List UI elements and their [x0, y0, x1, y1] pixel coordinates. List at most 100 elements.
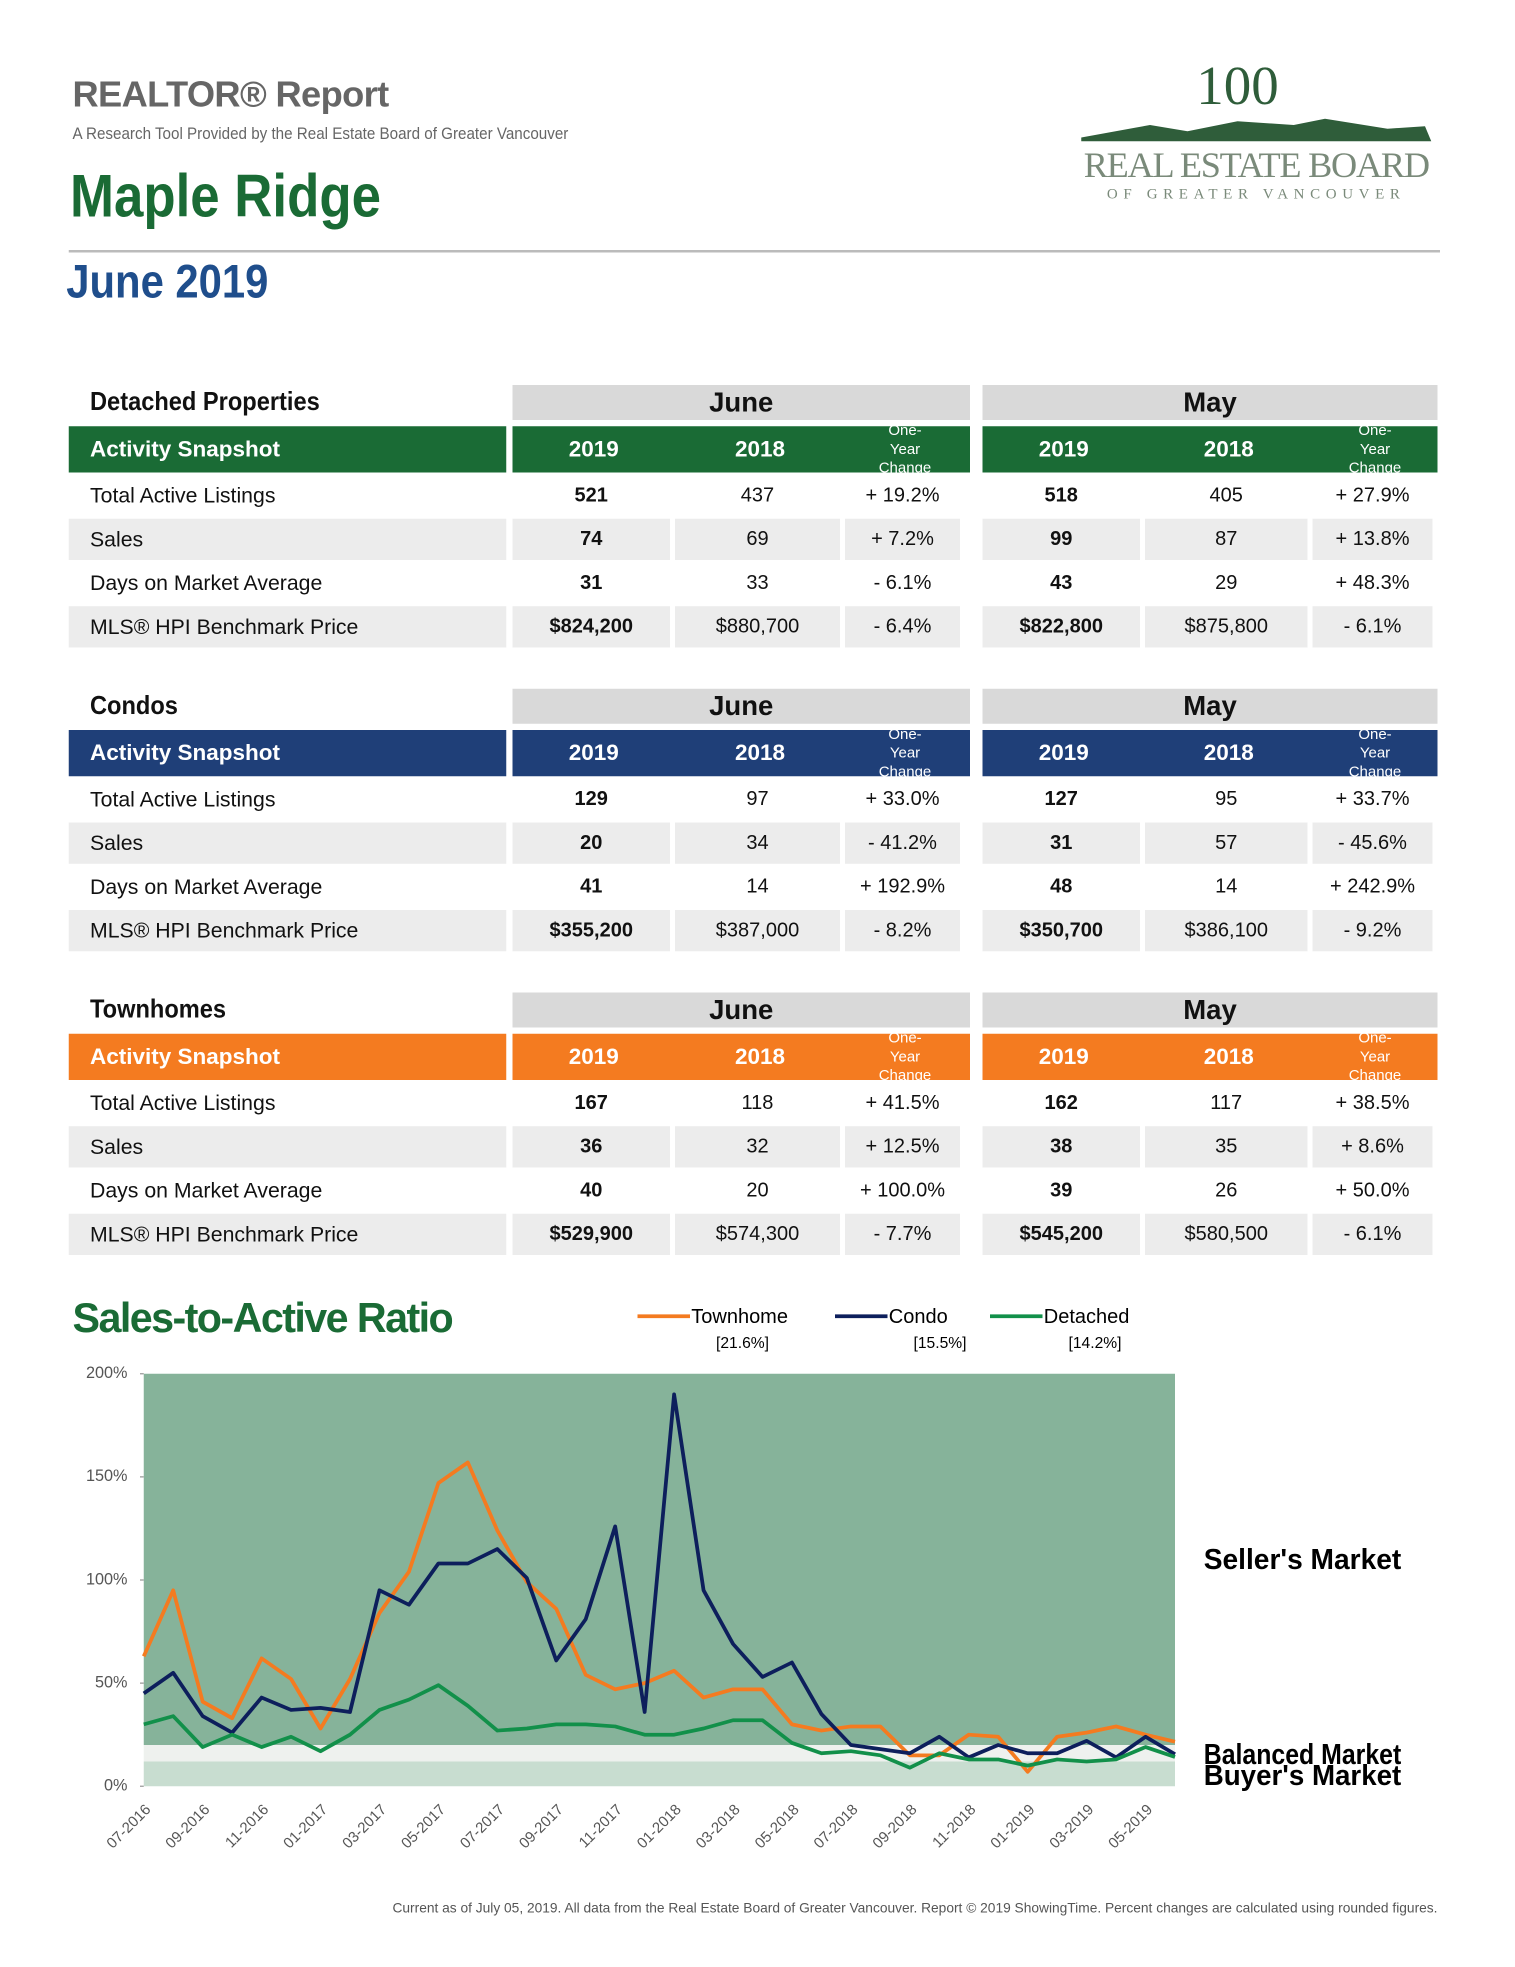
legend-label: Townhome	[691, 1306, 788, 1328]
row-value: $824,200	[512, 606, 670, 648]
row-value: $355,200	[512, 910, 670, 952]
legend-label: Detached	[1044, 1306, 1130, 1328]
logo-mark: 100	[1196, 56, 1279, 116]
row-label: MLS® HPI Benchmark Price	[68, 910, 507, 952]
legend-value: [15.5%]	[914, 1335, 967, 1352]
x-tick-label: 11-2016	[222, 1801, 272, 1851]
row-label: Sales	[68, 822, 507, 864]
row-value: 48	[1050, 875, 1073, 897]
period: June 2019	[66, 256, 269, 309]
column-header: 2019	[568, 1043, 619, 1069]
row-value: 26	[1215, 1179, 1238, 1201]
tagline: A Research Tool Provided by the Real Est…	[72, 123, 569, 143]
header-band	[982, 1033, 1438, 1080]
x-tick-label: 07-2016	[103, 1801, 154, 1852]
logo-name: REAL ESTATE BOARD	[1084, 145, 1429, 185]
row-value: 437	[740, 484, 775, 506]
y-tick-label: 50%	[95, 1673, 128, 1691]
row-value: - 6.1%	[1312, 606, 1433, 648]
row-value: - 6.1%	[1312, 1213, 1433, 1255]
section-title: Condos	[90, 691, 178, 720]
row-value: - 6.4%	[845, 606, 960, 648]
row-value: 405	[1209, 484, 1243, 506]
row-value: 99	[982, 518, 1140, 560]
x-tick-label: 05-2017	[398, 1801, 449, 1852]
row-value: $386,100	[1145, 910, 1308, 952]
column-header: 2019	[1038, 740, 1089, 765]
x-tick-label: 07-2017	[457, 1801, 508, 1852]
column-header: 2019	[1038, 1043, 1089, 1069]
header-band	[982, 730, 1438, 777]
row-value: $529,900	[512, 1213, 670, 1255]
row-value: - 6.1%	[873, 571, 932, 594]
logo-skyline	[1081, 118, 1432, 142]
column-header: 2019	[1038, 436, 1089, 462]
row-value: 129	[574, 788, 608, 810]
row-value: 38	[982, 1126, 1140, 1168]
row-value: $822,800	[982, 606, 1140, 648]
x-tick-label: 05-2018	[752, 1801, 803, 1852]
snapshot-header: Activity Snapshot	[68, 730, 507, 777]
group-header: May	[982, 385, 1438, 420]
column-header: 2018	[734, 1043, 786, 1069]
row-value: $880,700	[675, 606, 840, 648]
row-value: 97	[746, 788, 769, 810]
logo-subtitle: OF GREATER VANCOUVER	[1107, 186, 1406, 202]
logo: 100 REAL ESTATE BOARD OF GREATER VANCOUV…	[1081, 56, 1432, 202]
snapshot-header: Activity Snapshot	[68, 1033, 507, 1080]
row-value: 31	[580, 571, 603, 594]
market-label: Balanced Market	[1204, 1739, 1402, 1771]
row-label: Days on Market Average	[90, 874, 323, 899]
row-value: 14	[1215, 875, 1238, 897]
x-tick-label: 11-2018	[929, 1801, 979, 1851]
column-header: 2018	[1203, 740, 1254, 765]
row-value: + 19.2%	[865, 484, 940, 506]
chart-title: Sales-to-Active Ratio	[73, 1295, 454, 1341]
row-label: Days on Market Average	[90, 1178, 323, 1202]
row-value: 57	[1145, 822, 1308, 864]
row-value: $387,000	[675, 910, 840, 952]
row-value: + 8.6%	[1312, 1126, 1433, 1168]
row-label: Total Active Listings	[90, 483, 276, 507]
row-value: $875,800	[1145, 606, 1308, 648]
row-value: + 100.0%	[859, 1179, 946, 1201]
row-value: + 50.0%	[1335, 1179, 1410, 1201]
market-label: Buyer's Market	[1204, 1760, 1402, 1792]
row-value: + 7.2%	[845, 518, 960, 560]
market-band	[143, 1745, 1175, 1762]
x-tick-label: 03-2018	[693, 1801, 744, 1852]
row-value: + 192.9%	[859, 875, 946, 897]
row-value: + 38.5%	[1335, 1091, 1410, 1114]
row-label: MLS® HPI Benchmark Price	[68, 1213, 507, 1255]
row-value: + 242.9%	[1329, 875, 1416, 897]
row-value: 20	[746, 1179, 769, 1201]
column-header: 2019	[568, 740, 619, 765]
row-value: + 12.5%	[845, 1126, 960, 1168]
series-line	[143, 1683, 1176, 1770]
x-tick-label: 05-2019	[1105, 1801, 1156, 1852]
row-value: 162	[1044, 1091, 1078, 1114]
group-header: May	[982, 992, 1438, 1028]
series-line	[142, 1392, 1176, 1760]
header-band	[512, 426, 970, 473]
column-header: 2018	[734, 436, 786, 462]
row-value: 14	[746, 875, 769, 897]
legend-label: Condo	[889, 1306, 948, 1328]
legend-value: [21.6%]	[716, 1335, 769, 1352]
row-value: - 9.2%	[1312, 910, 1433, 952]
legend-value: [14.2%]	[1069, 1335, 1122, 1352]
row-value: 33	[746, 571, 769, 594]
row-value: + 33.7%	[1335, 788, 1410, 810]
row-value: - 45.6%	[1312, 822, 1433, 864]
row-value: 521	[574, 484, 608, 506]
header-band	[512, 730, 970, 777]
report-label: REALTOR® Report	[72, 75, 390, 115]
column-header: One-Year Change	[1348, 1028, 1402, 1084]
column-header: 2018	[1203, 436, 1254, 462]
group-header: June	[512, 992, 970, 1028]
x-tick-label: 03-2019	[1046, 1801, 1097, 1852]
column-header: One-Year Change	[878, 421, 932, 477]
row-label: MLS® HPI Benchmark Price	[68, 606, 507, 648]
row-value: 167	[574, 1091, 608, 1114]
